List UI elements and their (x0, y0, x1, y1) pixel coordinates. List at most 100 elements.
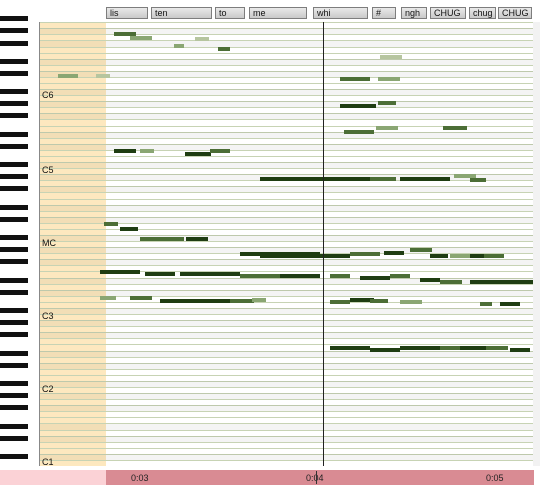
token-to[interactable]: to (215, 7, 245, 19)
black-key[interactable] (0, 16, 28, 22)
playhead-cursor[interactable] (323, 22, 324, 466)
lane-divider (40, 186, 533, 187)
token-chug-1[interactable]: CHUG (430, 7, 466, 19)
lane-divider (40, 144, 533, 145)
black-key[interactable] (0, 204, 28, 210)
black-key[interactable] (0, 113, 28, 119)
black-key[interactable] (0, 131, 28, 137)
black-key[interactable] (0, 70, 28, 76)
token-whi[interactable]: whi (313, 7, 368, 19)
black-key[interactable] (0, 350, 28, 356)
black-key[interactable] (0, 453, 28, 459)
black-key[interactable] (0, 162, 28, 168)
timeline-position-marker[interactable] (316, 471, 317, 484)
note-block (330, 300, 350, 304)
time-label-0-03: 0:03 (131, 473, 149, 483)
lane-divider (40, 454, 533, 455)
black-key[interactable] (0, 332, 28, 338)
token-me[interactable]: me (249, 7, 307, 19)
note-block (104, 222, 118, 226)
black-key[interactable] (0, 405, 28, 411)
timeline-bar[interactable] (106, 470, 534, 485)
black-key[interactable] (0, 216, 28, 222)
lane-divider (40, 235, 533, 236)
black-key[interactable] (0, 289, 28, 295)
note-block (443, 126, 467, 130)
token-chug-2[interactable]: chug (469, 7, 496, 19)
token-lis[interactable]: lis (106, 7, 148, 19)
black-key[interactable] (0, 320, 28, 326)
timeline-played (0, 470, 106, 485)
black-key-lane (40, 259, 533, 266)
black-key[interactable] (0, 435, 28, 441)
black-key[interactable] (0, 143, 28, 149)
note-block (400, 346, 440, 350)
black-key[interactable] (0, 235, 28, 241)
black-key[interactable] (0, 40, 28, 46)
black-key[interactable] (0, 393, 28, 399)
lane-divider (40, 47, 533, 48)
black-key-lane (40, 453, 533, 461)
black-key[interactable] (0, 89, 28, 95)
note-block (380, 55, 402, 59)
token-ten[interactable]: ten (151, 7, 212, 19)
lane-divider (40, 430, 533, 431)
timeline[interactable]: 0:03 0:04 0:05 (0, 468, 540, 487)
black-key[interactable] (0, 423, 28, 429)
note-block (280, 274, 320, 278)
note-block (210, 149, 230, 153)
black-key[interactable] (0, 101, 28, 107)
piano-roll[interactable]: C6 C5 MC C3 C2 C1 (40, 22, 533, 466)
black-key[interactable] (0, 259, 28, 265)
token-chug-3[interactable]: CHUG (498, 7, 532, 19)
lane-divider (40, 357, 533, 358)
black-key-lane (40, 350, 533, 357)
piano-keyboard[interactable] (0, 16, 40, 466)
lane-divider (40, 59, 533, 60)
lane-divider (40, 107, 533, 108)
black-key-lane (40, 162, 533, 169)
black-key[interactable] (0, 28, 28, 34)
note-block (340, 77, 370, 81)
black-key[interactable] (0, 58, 28, 64)
black-key-lane (40, 70, 533, 77)
note-block (484, 254, 504, 258)
lane-divider (40, 393, 533, 394)
lane-divider (40, 247, 533, 248)
lane-divider (40, 40, 533, 41)
black-key[interactable] (0, 381, 28, 386)
lane-divider (40, 442, 533, 443)
lane-divider (40, 199, 533, 200)
note-block (330, 274, 350, 278)
black-key[interactable] (0, 277, 28, 283)
note-block (120, 227, 138, 231)
note-block (370, 177, 396, 181)
token-hash[interactable]: # (372, 7, 396, 19)
lane-divider (40, 381, 533, 382)
note-block (180, 272, 240, 276)
black-key-lane (40, 216, 533, 223)
note-block (470, 280, 510, 284)
black-key[interactable] (0, 174, 28, 180)
lane-divider (40, 314, 533, 315)
note-block (330, 346, 370, 350)
lane-divider (40, 436, 533, 437)
note-block (420, 278, 440, 282)
black-key[interactable] (0, 308, 28, 314)
lane-divider (40, 22, 533, 23)
note-block (440, 280, 462, 284)
black-key-lane (40, 393, 533, 400)
black-key[interactable] (0, 186, 28, 192)
black-key[interactable] (0, 247, 28, 253)
note-block (430, 254, 448, 258)
black-key[interactable] (0, 362, 28, 368)
lane-divider (40, 162, 533, 163)
token-ngh[interactable]: ngh (401, 7, 427, 19)
note-block (440, 346, 460, 350)
note-block (260, 177, 370, 181)
black-key-lane (40, 101, 533, 108)
note-block (130, 36, 152, 40)
note-block (58, 74, 78, 78)
lane-divider (40, 89, 533, 90)
lane-divider (40, 423, 533, 424)
